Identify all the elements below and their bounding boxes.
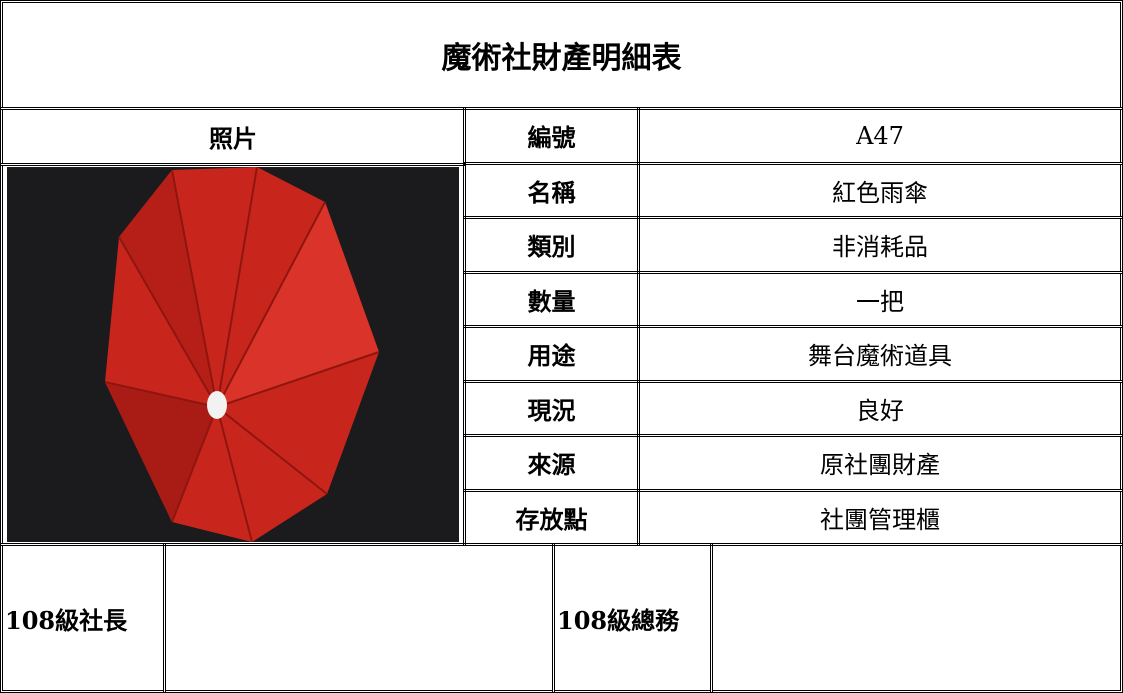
signature-label: 108級總務 bbox=[552, 543, 713, 693]
field-label: 來源 bbox=[463, 434, 640, 492]
photo-cell bbox=[0, 163, 466, 546]
field-label: 存放點 bbox=[463, 488, 640, 546]
signature-box bbox=[710, 543, 1123, 693]
photo-label: 照片 bbox=[0, 107, 466, 166]
field-value: 社團管理櫃 bbox=[637, 488, 1123, 546]
field-value: 舞台魔術道具 bbox=[637, 325, 1123, 383]
umbrella-photo bbox=[7, 167, 459, 542]
field-value: 良好 bbox=[637, 379, 1123, 437]
field-value: 紅色雨傘 bbox=[637, 161, 1123, 219]
field-value: 非消耗品 bbox=[637, 216, 1123, 274]
title: 魔術社財產明細表 bbox=[0, 0, 1123, 110]
field-label: 現況 bbox=[463, 379, 640, 437]
field-label: 數量 bbox=[463, 270, 640, 328]
field-label: 用途 bbox=[463, 325, 640, 383]
field-value: 原社團財產 bbox=[637, 434, 1123, 492]
field-value: 一把 bbox=[637, 270, 1123, 328]
signature-label: 108級社長 bbox=[0, 543, 166, 693]
field-value: A47 bbox=[637, 107, 1123, 165]
signature-box bbox=[163, 543, 555, 693]
field-label: 編號 bbox=[463, 107, 640, 165]
field-label: 名稱 bbox=[463, 161, 640, 219]
field-label: 類別 bbox=[463, 216, 640, 274]
